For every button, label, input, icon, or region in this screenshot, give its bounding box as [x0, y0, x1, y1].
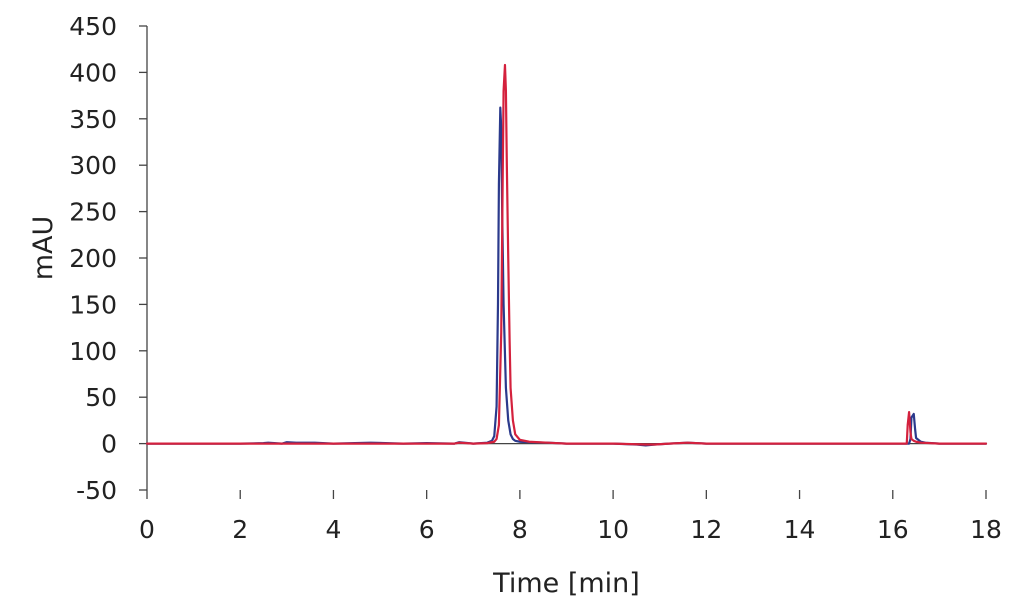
y-tick-label: 100 [69, 337, 117, 366]
series-line-1 [145, 106, 988, 447]
y-tick-label: 450 [69, 12, 117, 41]
y-tick-label: 50 [85, 383, 117, 412]
x-axis: 0 2 4 6 8 10 12 14 16 18 [139, 442, 1002, 544]
y-tick-label: 150 [69, 290, 117, 319]
x-tick-label: 14 [784, 515, 816, 544]
x-tick-label: 0 [139, 515, 155, 544]
x-tick-label: 2 [232, 515, 248, 544]
x-tick-label: 4 [325, 515, 341, 544]
x-tick-label: 6 [419, 515, 435, 544]
x-axis-title: Time [min] [492, 568, 640, 599]
x-tick-label: 16 [877, 515, 909, 544]
y-tick-label: 250 [69, 198, 117, 227]
x-tick-label: 18 [970, 515, 1002, 544]
y-axis: -50 0 50 100 150 200 250 300 350 400 450 [69, 12, 148, 505]
y-tick-label: 200 [69, 244, 117, 273]
y-tick-label: 300 [69, 151, 117, 180]
y-tick-label: -50 [76, 476, 117, 505]
x-tick-label: 8 [512, 515, 528, 544]
x-tick-label: 10 [597, 515, 629, 544]
x-tick-label: 12 [690, 515, 722, 544]
series-line-2 [145, 63, 988, 446]
y-tick-label: 0 [101, 430, 117, 459]
plot-series [145, 63, 988, 447]
y-axis-title: mAU [28, 216, 59, 281]
y-tick-label: 400 [69, 58, 117, 87]
y-tick-label: 350 [69, 105, 117, 134]
